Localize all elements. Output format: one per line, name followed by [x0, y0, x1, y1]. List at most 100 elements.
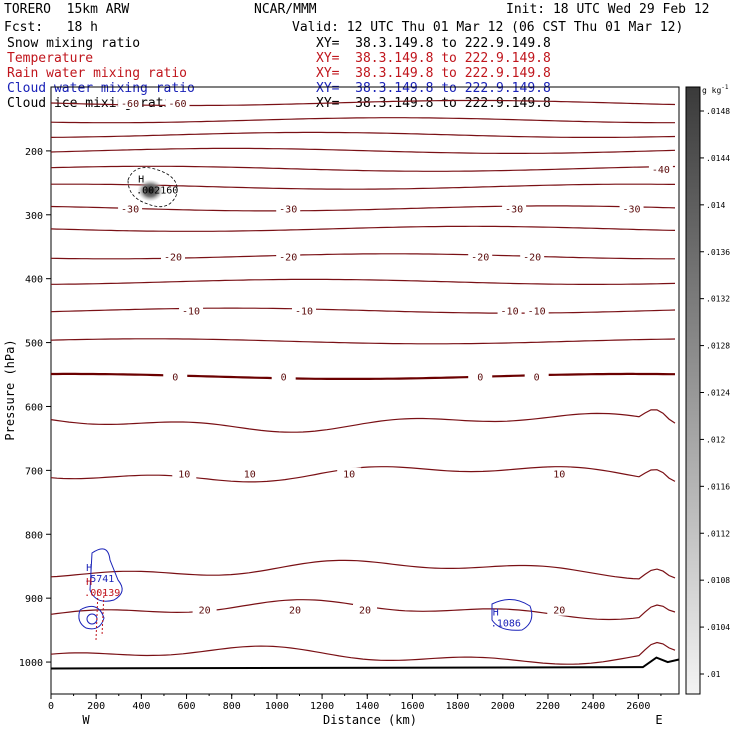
isotherm-label-bg — [547, 603, 572, 616]
isotherm-label: 20 — [359, 606, 371, 617]
colorbar-tick-label: .0112 — [706, 529, 730, 538]
isotherm-label: -10 — [528, 307, 546, 318]
colorbar-tick-label: .0144 — [706, 154, 730, 163]
x-tick-label: 1000 — [265, 701, 289, 712]
header-model: TORERO 15km ARW — [4, 2, 130, 17]
y-tick-label: 700 — [25, 466, 43, 477]
rain-water-contour — [95, 589, 105, 641]
field-xy: XY= 38.3.149.8 to 222.9.149.8 — [316, 81, 551, 96]
field-xy: XY= 38.3.149.8 to 222.9.149.8 — [316, 66, 551, 81]
isotherm-line — [50, 99, 676, 107]
maximum-marker-value: .00139 — [84, 588, 120, 599]
x-tick-label: 600 — [178, 701, 196, 712]
isotherm-label: -10 — [295, 307, 313, 318]
field-xy: XY= 38.3.149.8 to 222.9.149.8 — [316, 51, 551, 66]
isotherm-label: -60 — [168, 99, 186, 110]
isotherm-label: -40 — [652, 165, 670, 176]
isotherm-label: -30 — [623, 204, 641, 215]
y-tick-label: 400 — [25, 275, 43, 286]
colorbar-tick-label: .0116 — [706, 482, 730, 491]
isotherm-line — [50, 409, 676, 433]
isotherm-label: 0 — [172, 372, 178, 383]
isotherm-line — [50, 117, 675, 124]
isotherm-label: -30 — [121, 204, 139, 215]
isotherm-label: -20 — [471, 252, 489, 263]
field-name: Cloud water mixing ratio — [7, 81, 195, 96]
axes: 0 200 400 600 800 1000 1200 1400 1600 1800 2000 220… — [19, 147, 662, 712]
maximum-marker-value: .5741 — [84, 574, 114, 585]
isotherm-label: 20 — [199, 606, 211, 617]
maximum-marker-label: H — [493, 608, 499, 619]
maximum-marker-label: H — [86, 563, 92, 574]
x-tick-label: 2600 — [626, 701, 650, 712]
y-tick-label: 300 — [25, 211, 43, 222]
isotherm-label: 0 — [534, 372, 540, 383]
snow-contour — [127, 167, 178, 208]
colorbar-tick-label: .0136 — [706, 248, 730, 257]
x-tick-label: 2000 — [491, 701, 515, 712]
isotherm-label: -60 — [121, 99, 139, 110]
maximum-marker-value: .002160 — [136, 186, 178, 197]
isotherm-label: -20 — [523, 252, 541, 263]
colorbar-tick-label: .0148 — [706, 107, 730, 116]
terrain-line — [50, 656, 680, 670]
isotherm-label-bg — [619, 202, 644, 215]
isotherm-label-bg — [271, 370, 296, 383]
colorbar-tick-label: .01 — [706, 670, 721, 679]
y-tick-label: 200 — [25, 147, 43, 158]
isotherm-label-bg — [468, 250, 493, 263]
isotherm-label: 20 — [553, 606, 565, 617]
isotherm-line — [50, 165, 676, 172]
isotherm-label: -20 — [279, 252, 297, 263]
isotherm-label-bg — [172, 467, 197, 480]
x-tick-label: 1800 — [446, 701, 470, 712]
isotherm-label-bg — [502, 202, 527, 215]
header-valid: Valid: 12 UTC Thu 01 Mar 12 (06 CST Thu … — [292, 20, 684, 35]
cloud-water-contour — [491, 599, 533, 631]
isotherm-label-bg — [118, 202, 143, 215]
isotherm-label: 20 — [289, 606, 301, 617]
isotherm-label-bg — [179, 304, 204, 317]
field-xy: XY= 38.3.149.8 to 222.9.149.8 — [316, 36, 551, 51]
colorbar-unit-text: g kg — [702, 86, 721, 95]
isotherm-label: -30 — [279, 204, 297, 215]
y-tick-label: 600 — [25, 402, 43, 413]
isotherm-line — [50, 466, 676, 483]
isotherm-label-bg — [165, 96, 190, 109]
colorbar-tick-label: .0104 — [706, 623, 730, 632]
isotherm-line — [50, 253, 675, 260]
cloud-water-contour — [86, 613, 98, 625]
isotherm-line — [51, 372, 675, 380]
isotherm-label-bg — [276, 202, 301, 215]
header-fcst: Fcst: 18 h — [4, 20, 98, 35]
x-axis-title: Distance (km) — [323, 713, 417, 727]
x-tick-label: 1200 — [310, 701, 334, 712]
x-tick-label: 1600 — [400, 701, 424, 712]
colorbar-unit-sup: -1 — [721, 84, 729, 91]
colorbar-unit: g kg-1 — [702, 84, 729, 95]
isotherm-label: 10 — [343, 470, 355, 481]
isotherm-label-bg — [497, 304, 522, 317]
isotherm-label-bg — [524, 304, 549, 317]
isotherm-label-bg — [468, 370, 493, 383]
isotherm-labels: -60 -60-40-30 -30 -30 -30-20 -20 -20 -20-10 -10-… — [118, 96, 673, 617]
field-xy: XY= 38.3.149.8 to 222.9.149.8 — [316, 96, 551, 111]
isotherm-label: 0 — [281, 372, 287, 383]
isotherm-label: -20 — [164, 252, 182, 263]
isotherm-label-bg — [353, 603, 377, 616]
isotherm-label-bg — [160, 250, 185, 263]
colorbar-tick-label: .0132 — [706, 295, 730, 304]
x-tick-label: 2200 — [536, 701, 560, 712]
maximum-marker-label: H — [138, 175, 144, 186]
colorbar-bar — [685, 86, 701, 695]
y-axis-title: Pressure (hPa) — [3, 339, 17, 440]
isotherm-label: 0 — [477, 372, 483, 383]
header-init: Init: 18 UTC Wed 29 Feb 12 — [506, 2, 710, 17]
maximum-marker-label: H — [86, 577, 92, 588]
maximum-marker-value: .1086 — [491, 619, 521, 630]
isotherm-line — [50, 641, 676, 665]
isotherm-label: -10 — [501, 307, 519, 318]
isotherm-label-bg — [547, 467, 572, 480]
isotherm-label-bg — [520, 250, 545, 263]
